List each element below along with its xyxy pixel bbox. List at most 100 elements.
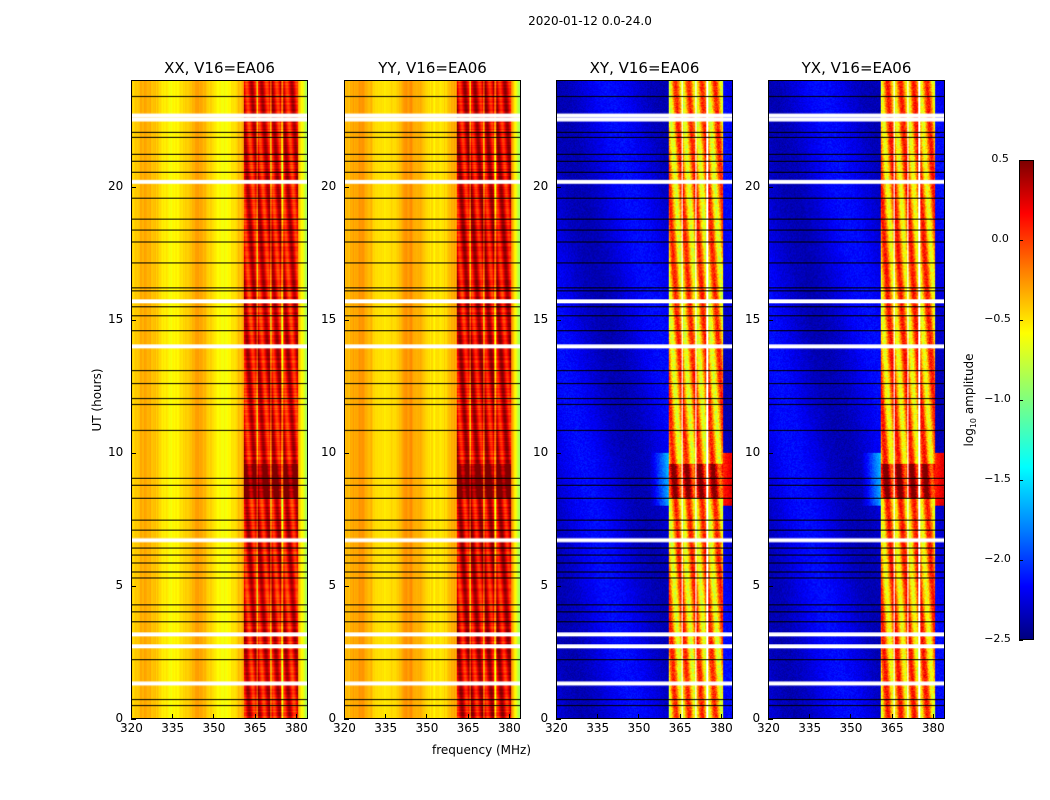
x-tick-mark xyxy=(467,714,469,719)
x-tick-label: 380 xyxy=(921,721,945,735)
x-tick-label: 335 xyxy=(798,721,822,735)
panel-title: YX, V16=EA06 xyxy=(801,59,912,77)
x-tick-label: 380 xyxy=(709,721,733,735)
y-tick-label: 5 xyxy=(328,577,337,592)
figure-title: 2020-01-12 0.0-24.0 xyxy=(528,14,652,28)
y-tick-label: 5 xyxy=(540,577,549,592)
x-tick-mark xyxy=(254,714,256,719)
y-tick-mark xyxy=(556,585,561,587)
x-tick-label: 365 xyxy=(668,721,692,735)
panel-yx: YX, V16=EA06 xyxy=(768,59,945,719)
y-tick-mark xyxy=(131,186,136,188)
colorbar-tick-mark xyxy=(1019,560,1023,561)
panel-title: XY, V16=EA06 xyxy=(589,59,700,77)
heatmap-yy xyxy=(345,81,520,718)
y-tick-mark xyxy=(556,452,561,454)
colorbar-label: log10 amplitude xyxy=(961,353,979,447)
x-tick-mark xyxy=(720,714,722,719)
y-tick-mark xyxy=(131,319,136,321)
y-tick-label: 5 xyxy=(115,577,124,592)
x-tick-label: 320 xyxy=(545,721,568,735)
x-tick-mark xyxy=(850,714,852,719)
x-tick-label: 320 xyxy=(120,721,143,735)
colorbar-tick-mark xyxy=(1019,480,1023,481)
y-tick-label: 10 xyxy=(108,444,124,459)
y-tick-mark xyxy=(344,585,349,587)
y-tick-mark xyxy=(131,452,136,454)
y-tick-mark xyxy=(556,186,561,188)
y-tick-mark xyxy=(556,319,561,321)
y-tick-label: 15 xyxy=(533,311,549,326)
y-tick-label: 20 xyxy=(321,178,337,193)
x-tick-mark xyxy=(295,714,297,719)
y-tick-label: 15 xyxy=(745,311,761,326)
x-tick-mark xyxy=(768,714,769,719)
colorbar-tick-label: 0.5 xyxy=(991,152,1009,165)
y-tick-label: 15 xyxy=(321,311,337,326)
y-tick-mark xyxy=(344,186,349,188)
colorbar-tick-mark xyxy=(1019,160,1023,161)
colorbar-tick-mark xyxy=(1019,320,1023,321)
x-tick-label: 365 xyxy=(880,721,904,735)
y-tick-label: 0 xyxy=(752,711,761,725)
y-tick-label: 5 xyxy=(752,577,761,592)
panel-xx: XX, V16=EA06 xyxy=(131,59,308,719)
y-tick-label: 10 xyxy=(533,444,549,459)
x-tick-label: 350 xyxy=(202,721,226,735)
colorbar-tick-label: 0.0 xyxy=(991,232,1009,245)
x-tick-mark xyxy=(385,714,387,719)
x-tick-mark xyxy=(556,714,557,719)
y-tick-mark xyxy=(344,719,349,720)
y-tick-mark xyxy=(768,319,773,321)
y-tick-mark xyxy=(768,719,773,720)
y-tick-label: 0 xyxy=(328,711,337,725)
y-tick-label: 0 xyxy=(115,711,124,725)
x-tick-mark xyxy=(679,714,681,719)
x-tick-mark xyxy=(426,714,428,719)
colorbar-tick-label: −1.0 xyxy=(984,392,1011,405)
x-tick-mark xyxy=(344,714,345,719)
colorbar-tick-mark xyxy=(1019,640,1023,641)
x-tick-mark xyxy=(597,714,599,719)
heatmap-xx xyxy=(132,81,307,718)
colorbar-tick-label: −2.0 xyxy=(984,552,1011,565)
panel-xy: XY, V16=EA06 xyxy=(556,59,733,719)
y-tick-label: 10 xyxy=(321,444,337,459)
heatmap-yx xyxy=(769,81,944,718)
x-tick-mark xyxy=(172,714,174,719)
y-tick-label: 15 xyxy=(108,311,124,326)
y-tick-mark xyxy=(131,585,136,587)
y-tick-mark xyxy=(768,186,773,188)
x-tick-label: 365 xyxy=(243,721,267,735)
panel-yy: YY, V16=EA06 xyxy=(344,59,521,719)
y-tick-label: 20 xyxy=(745,178,761,193)
colorbar-tick-label: −1.5 xyxy=(984,472,1011,485)
y-axis-label: UT (hours) xyxy=(90,368,104,432)
x-tick-label: 350 xyxy=(627,721,651,735)
y-tick-mark xyxy=(131,719,136,720)
colorbar-tick-mark xyxy=(1019,400,1023,401)
x-tick-mark xyxy=(213,714,215,719)
panel-title: YY, V16=EA06 xyxy=(378,59,487,77)
x-tick-mark xyxy=(891,714,893,719)
y-tick-label: 20 xyxy=(533,178,549,193)
x-tick-label: 320 xyxy=(333,721,356,735)
x-tick-mark xyxy=(131,714,132,719)
x-tick-mark xyxy=(638,714,640,719)
y-tick-mark xyxy=(768,452,773,454)
panel-title: XX, V16=EA06 xyxy=(164,59,275,77)
x-axis-label: frequency (MHz) xyxy=(432,743,532,757)
x-tick-label: 365 xyxy=(456,721,480,735)
x-tick-label: 320 xyxy=(757,721,780,735)
heatmap-xy xyxy=(557,81,732,718)
x-tick-label: 335 xyxy=(161,721,185,735)
colorbar-tick-label: −2.5 xyxy=(984,632,1011,645)
x-tick-label: 380 xyxy=(497,721,521,735)
colorbar-tick-mark xyxy=(1019,240,1023,241)
y-tick-mark xyxy=(556,719,561,720)
y-tick-label: 20 xyxy=(108,178,124,193)
x-tick-label: 335 xyxy=(586,721,610,735)
x-tick-label: 350 xyxy=(839,721,863,735)
x-tick-label: 350 xyxy=(415,721,439,735)
x-tick-label: 335 xyxy=(374,721,398,735)
